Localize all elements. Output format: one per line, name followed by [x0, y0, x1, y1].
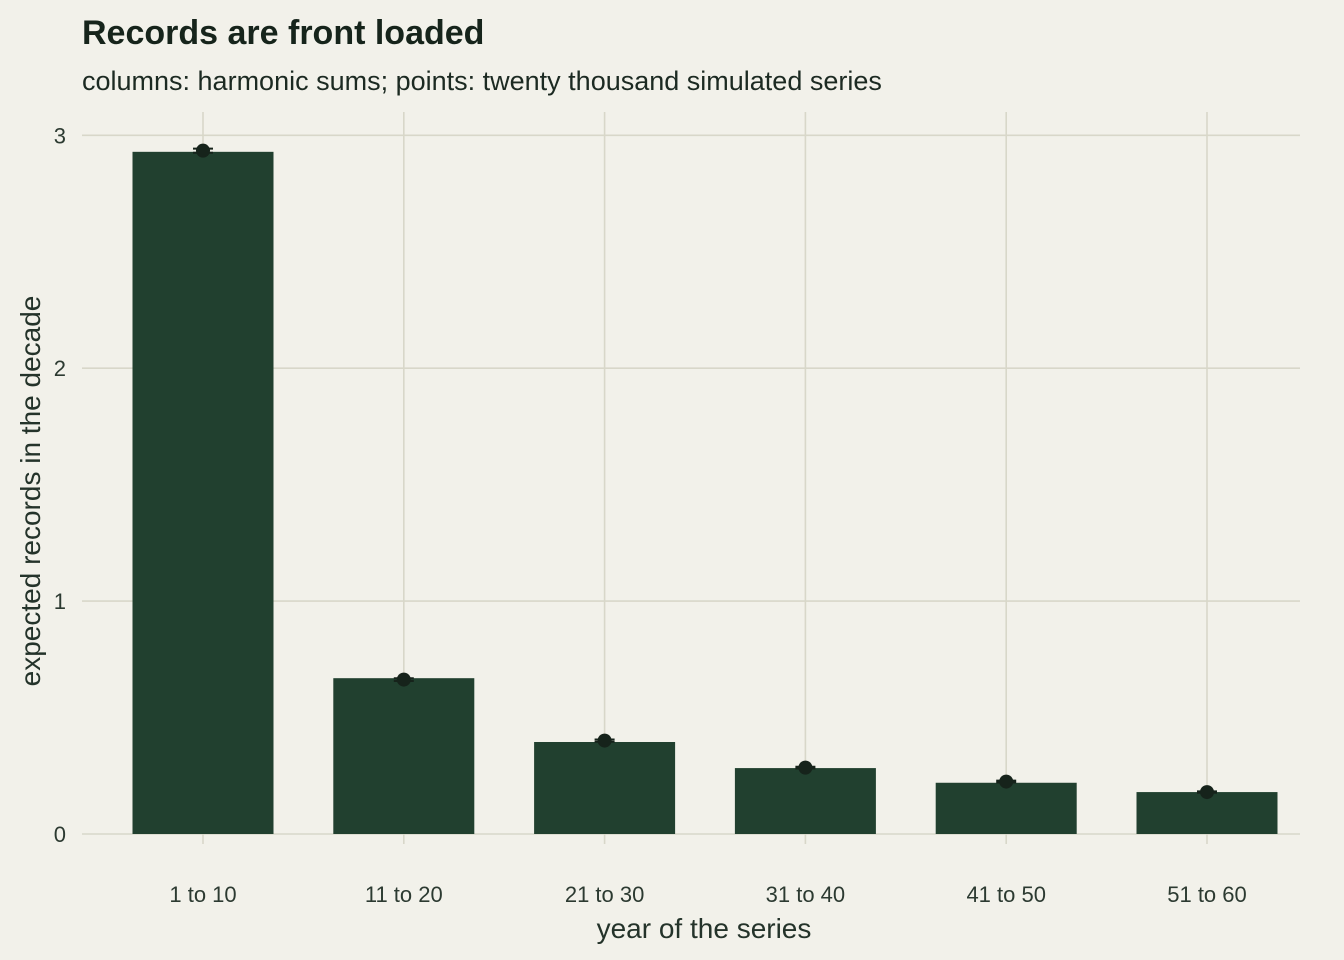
y-axis-ticks: 0 1 2 3: [54, 123, 66, 847]
x-tick-label: 11 to 20: [365, 882, 443, 907]
data-point: [798, 760, 813, 775]
x-axis-title: year of the series: [597, 913, 812, 944]
data-point: [196, 143, 210, 158]
bar: [132, 151, 274, 835]
data-point: [1200, 785, 1214, 800]
y-tick-label: 1: [54, 589, 66, 614]
bar: [935, 782, 1077, 834]
simulation-points: [193, 143, 1217, 800]
x-tick-label: 51 to 60: [1167, 882, 1247, 907]
bar: [333, 678, 475, 834]
y-axis-title: expected records in the decade: [15, 296, 46, 687]
y-tick-label: 0: [54, 822, 66, 847]
chart-title: Records are front loaded: [82, 14, 484, 52]
y-tick-label: 3: [54, 123, 66, 148]
x-tick-label: 1 to 10: [169, 882, 236, 907]
x-tick-label: 31 to 40: [766, 882, 846, 907]
chart-subtitle: columns: harmonic sums; points: twenty t…: [82, 66, 882, 96]
y-tick-label: 2: [54, 356, 66, 381]
bar: [734, 768, 876, 834]
x-tick-label: 41 to 50: [966, 882, 1046, 907]
bars: [132, 151, 1278, 835]
bar: [534, 742, 676, 834]
data-point: [999, 774, 1014, 789]
data-point: [396, 672, 411, 687]
x-axis-ticks: 1 to 10 11 to 20 21 to 30 31 to 40 41 to 50 5…: [169, 882, 1246, 907]
data-point: [597, 733, 612, 748]
x-tick-label: 21 to 30: [565, 882, 645, 907]
